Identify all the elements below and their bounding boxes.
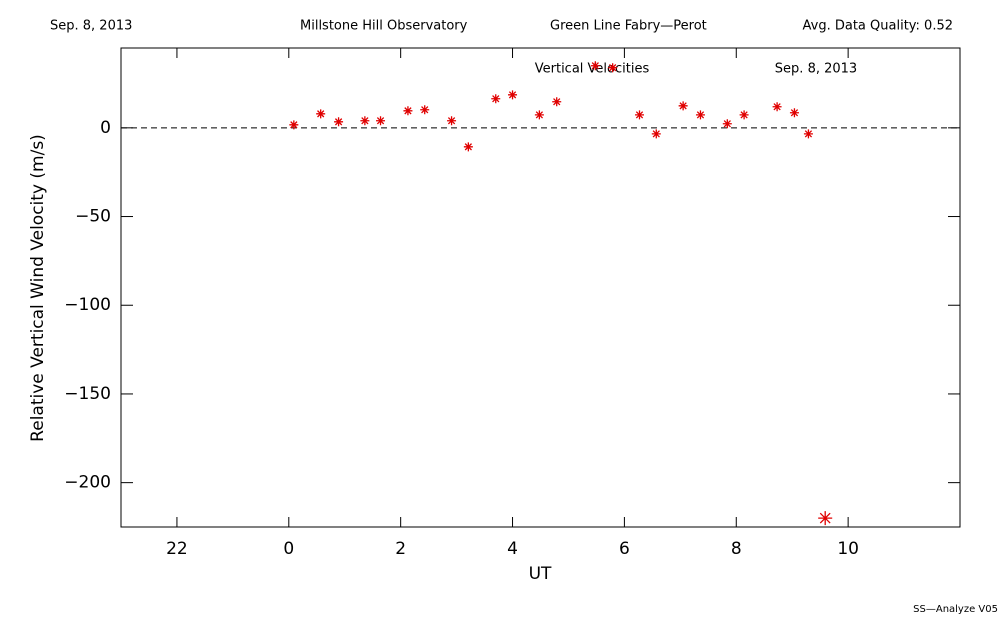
data-point bbox=[772, 102, 782, 112]
data-point bbox=[420, 105, 430, 115]
y-tick-label: 0 bbox=[100, 118, 111, 138]
data-point bbox=[722, 119, 732, 129]
data-point bbox=[463, 142, 473, 152]
header-instrument: Green Line Fabry—Perot bbox=[550, 19, 707, 34]
data-point bbox=[360, 116, 370, 126]
data-point bbox=[289, 120, 299, 130]
plot-frame bbox=[120, 47, 961, 528]
data-point bbox=[334, 117, 344, 127]
y-tick-label: −150 bbox=[64, 384, 111, 404]
x-tick-label: 22 bbox=[166, 539, 188, 559]
y-axis-label: Relative Vertical Wind Velocity (m/s) bbox=[28, 134, 48, 442]
data-point bbox=[651, 129, 661, 139]
data-point bbox=[508, 90, 518, 100]
y-tick-label: −200 bbox=[64, 473, 111, 493]
header-quality: Avg. Data Quality: 0.52 bbox=[803, 19, 953, 34]
data-point bbox=[403, 106, 413, 116]
data-point bbox=[635, 110, 645, 120]
y-tick-label: −50 bbox=[75, 207, 111, 227]
footer: SS—Analyze V05 bbox=[913, 604, 998, 615]
data-point bbox=[608, 63, 618, 73]
data-point bbox=[678, 101, 688, 111]
data-point bbox=[803, 129, 813, 139]
data-point bbox=[447, 116, 457, 126]
data-point bbox=[739, 110, 749, 120]
y-tick-label: −100 bbox=[64, 295, 111, 315]
x-tick-label: 4 bbox=[507, 539, 518, 559]
x-tick-label: 0 bbox=[283, 539, 294, 559]
x-tick-label: 8 bbox=[731, 539, 742, 559]
annotation: Vertical Velocities bbox=[535, 62, 650, 77]
x-axis-label: UT bbox=[529, 564, 552, 584]
x-tick-label: 2 bbox=[395, 539, 406, 559]
data-point bbox=[552, 97, 562, 107]
annotation: Sep. 8, 2013 bbox=[775, 62, 857, 77]
data-point bbox=[316, 109, 326, 119]
data-point bbox=[695, 110, 705, 120]
data-point bbox=[491, 94, 501, 104]
data-point bbox=[534, 110, 544, 120]
data-point bbox=[590, 61, 600, 71]
data-point bbox=[376, 116, 386, 126]
header-observatory: Millstone Hill Observatory bbox=[300, 19, 468, 34]
x-tick-label: 6 bbox=[619, 539, 630, 559]
header-date: Sep. 8, 2013 bbox=[50, 19, 132, 34]
data-point bbox=[789, 108, 799, 118]
x-tick-label: 10 bbox=[837, 539, 859, 559]
data-point bbox=[818, 511, 833, 526]
